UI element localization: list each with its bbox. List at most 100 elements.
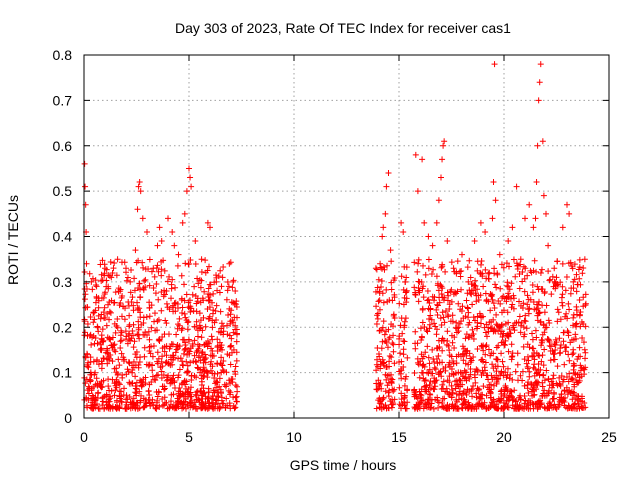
roti-point bbox=[499, 333, 506, 340]
roti-point bbox=[517, 329, 524, 336]
roti-point bbox=[216, 375, 223, 382]
roti-point bbox=[472, 290, 479, 297]
roti-point bbox=[149, 353, 156, 360]
roti-point bbox=[82, 183, 89, 190]
roti-point bbox=[517, 256, 524, 263]
roti-point bbox=[492, 281, 499, 288]
roti-point bbox=[165, 215, 171, 222]
roti-point bbox=[540, 321, 547, 328]
roti-point bbox=[379, 233, 386, 240]
roti-point bbox=[417, 325, 424, 332]
roti-point bbox=[166, 405, 173, 412]
roti-point bbox=[447, 318, 454, 325]
roti-point bbox=[521, 331, 528, 338]
roti-point bbox=[510, 292, 517, 299]
roti-point bbox=[158, 266, 165, 273]
roti-point bbox=[440, 297, 447, 304]
roti-point bbox=[463, 297, 470, 304]
roti-point bbox=[541, 346, 548, 353]
roti-point bbox=[508, 388, 515, 395]
roti-point bbox=[530, 224, 537, 231]
roti-point bbox=[425, 265, 432, 272]
roti-point bbox=[140, 264, 147, 271]
roti-point bbox=[472, 277, 479, 284]
roti-point bbox=[145, 265, 152, 272]
roti-point bbox=[401, 318, 408, 325]
roti-point bbox=[131, 338, 138, 345]
roti-point bbox=[460, 357, 467, 364]
roti-point bbox=[109, 358, 116, 365]
roti-point bbox=[533, 268, 540, 275]
roti-point bbox=[233, 314, 240, 321]
roti-point bbox=[81, 318, 88, 325]
roti-point bbox=[99, 383, 106, 390]
roti-point bbox=[445, 391, 452, 398]
roti-point bbox=[533, 301, 540, 308]
roti-point bbox=[215, 273, 222, 280]
roti-point bbox=[442, 307, 449, 314]
roti-point bbox=[451, 403, 458, 410]
roti-point bbox=[83, 260, 90, 267]
roti-point bbox=[219, 366, 226, 373]
roti-point bbox=[579, 270, 586, 277]
roti-point bbox=[83, 285, 90, 292]
roti-point bbox=[141, 403, 148, 410]
roti-point bbox=[220, 400, 227, 407]
roti-point bbox=[431, 297, 438, 304]
roti-point bbox=[547, 357, 554, 364]
roti-point bbox=[375, 298, 382, 305]
roti-point bbox=[494, 322, 501, 329]
roti-point bbox=[218, 394, 225, 401]
roti-point bbox=[499, 339, 506, 346]
roti-point bbox=[163, 377, 170, 384]
roti-point bbox=[420, 262, 426, 269]
roti-point bbox=[491, 327, 498, 334]
roti-point bbox=[489, 400, 496, 407]
roti-point bbox=[456, 268, 463, 275]
roti-point bbox=[106, 273, 113, 280]
roti-point bbox=[411, 369, 418, 376]
roti-point bbox=[433, 355, 440, 362]
roti-point bbox=[179, 304, 186, 311]
roti-point bbox=[450, 360, 457, 367]
roti-point bbox=[229, 376, 236, 383]
roti-point bbox=[573, 320, 580, 327]
roti-point bbox=[87, 377, 94, 384]
roti-point bbox=[227, 361, 234, 368]
roti-point bbox=[163, 300, 170, 307]
roti-point bbox=[206, 315, 213, 322]
roti-point bbox=[421, 219, 428, 226]
roti-point bbox=[204, 219, 211, 226]
roti-point bbox=[538, 266, 545, 273]
roti-point bbox=[468, 291, 475, 298]
roti-point bbox=[186, 165, 192, 172]
roti-point bbox=[198, 334, 205, 341]
roti-point bbox=[429, 242, 436, 249]
roti-point bbox=[420, 294, 427, 301]
roti-point bbox=[456, 391, 463, 398]
roti-point bbox=[123, 392, 130, 399]
roti-point bbox=[375, 276, 382, 283]
tick-labels: 0 5 10 15 20 25 0 0.1 0.2 0.3 0.4 0.5 0.6 0.7 0.8 bbox=[53, 47, 617, 445]
roti-point bbox=[404, 387, 411, 394]
roti-point bbox=[382, 328, 389, 335]
roti-point bbox=[111, 365, 118, 372]
roti-point bbox=[560, 338, 567, 345]
roti-point bbox=[118, 388, 125, 395]
roti-point bbox=[209, 324, 216, 331]
roti-point bbox=[123, 401, 130, 408]
roti-point bbox=[114, 324, 121, 331]
roti-point bbox=[442, 268, 449, 275]
roti-point bbox=[566, 357, 573, 364]
roti-point bbox=[197, 388, 204, 395]
roti-point bbox=[551, 265, 558, 272]
roti-point bbox=[457, 369, 464, 376]
roti-point bbox=[531, 257, 538, 264]
roti-point bbox=[445, 313, 452, 320]
roti-point bbox=[414, 268, 421, 275]
roti-point bbox=[223, 369, 230, 376]
roti-point bbox=[448, 259, 455, 266]
roti-point bbox=[558, 394, 565, 401]
roti-point bbox=[426, 391, 433, 398]
roti-point bbox=[545, 317, 552, 324]
